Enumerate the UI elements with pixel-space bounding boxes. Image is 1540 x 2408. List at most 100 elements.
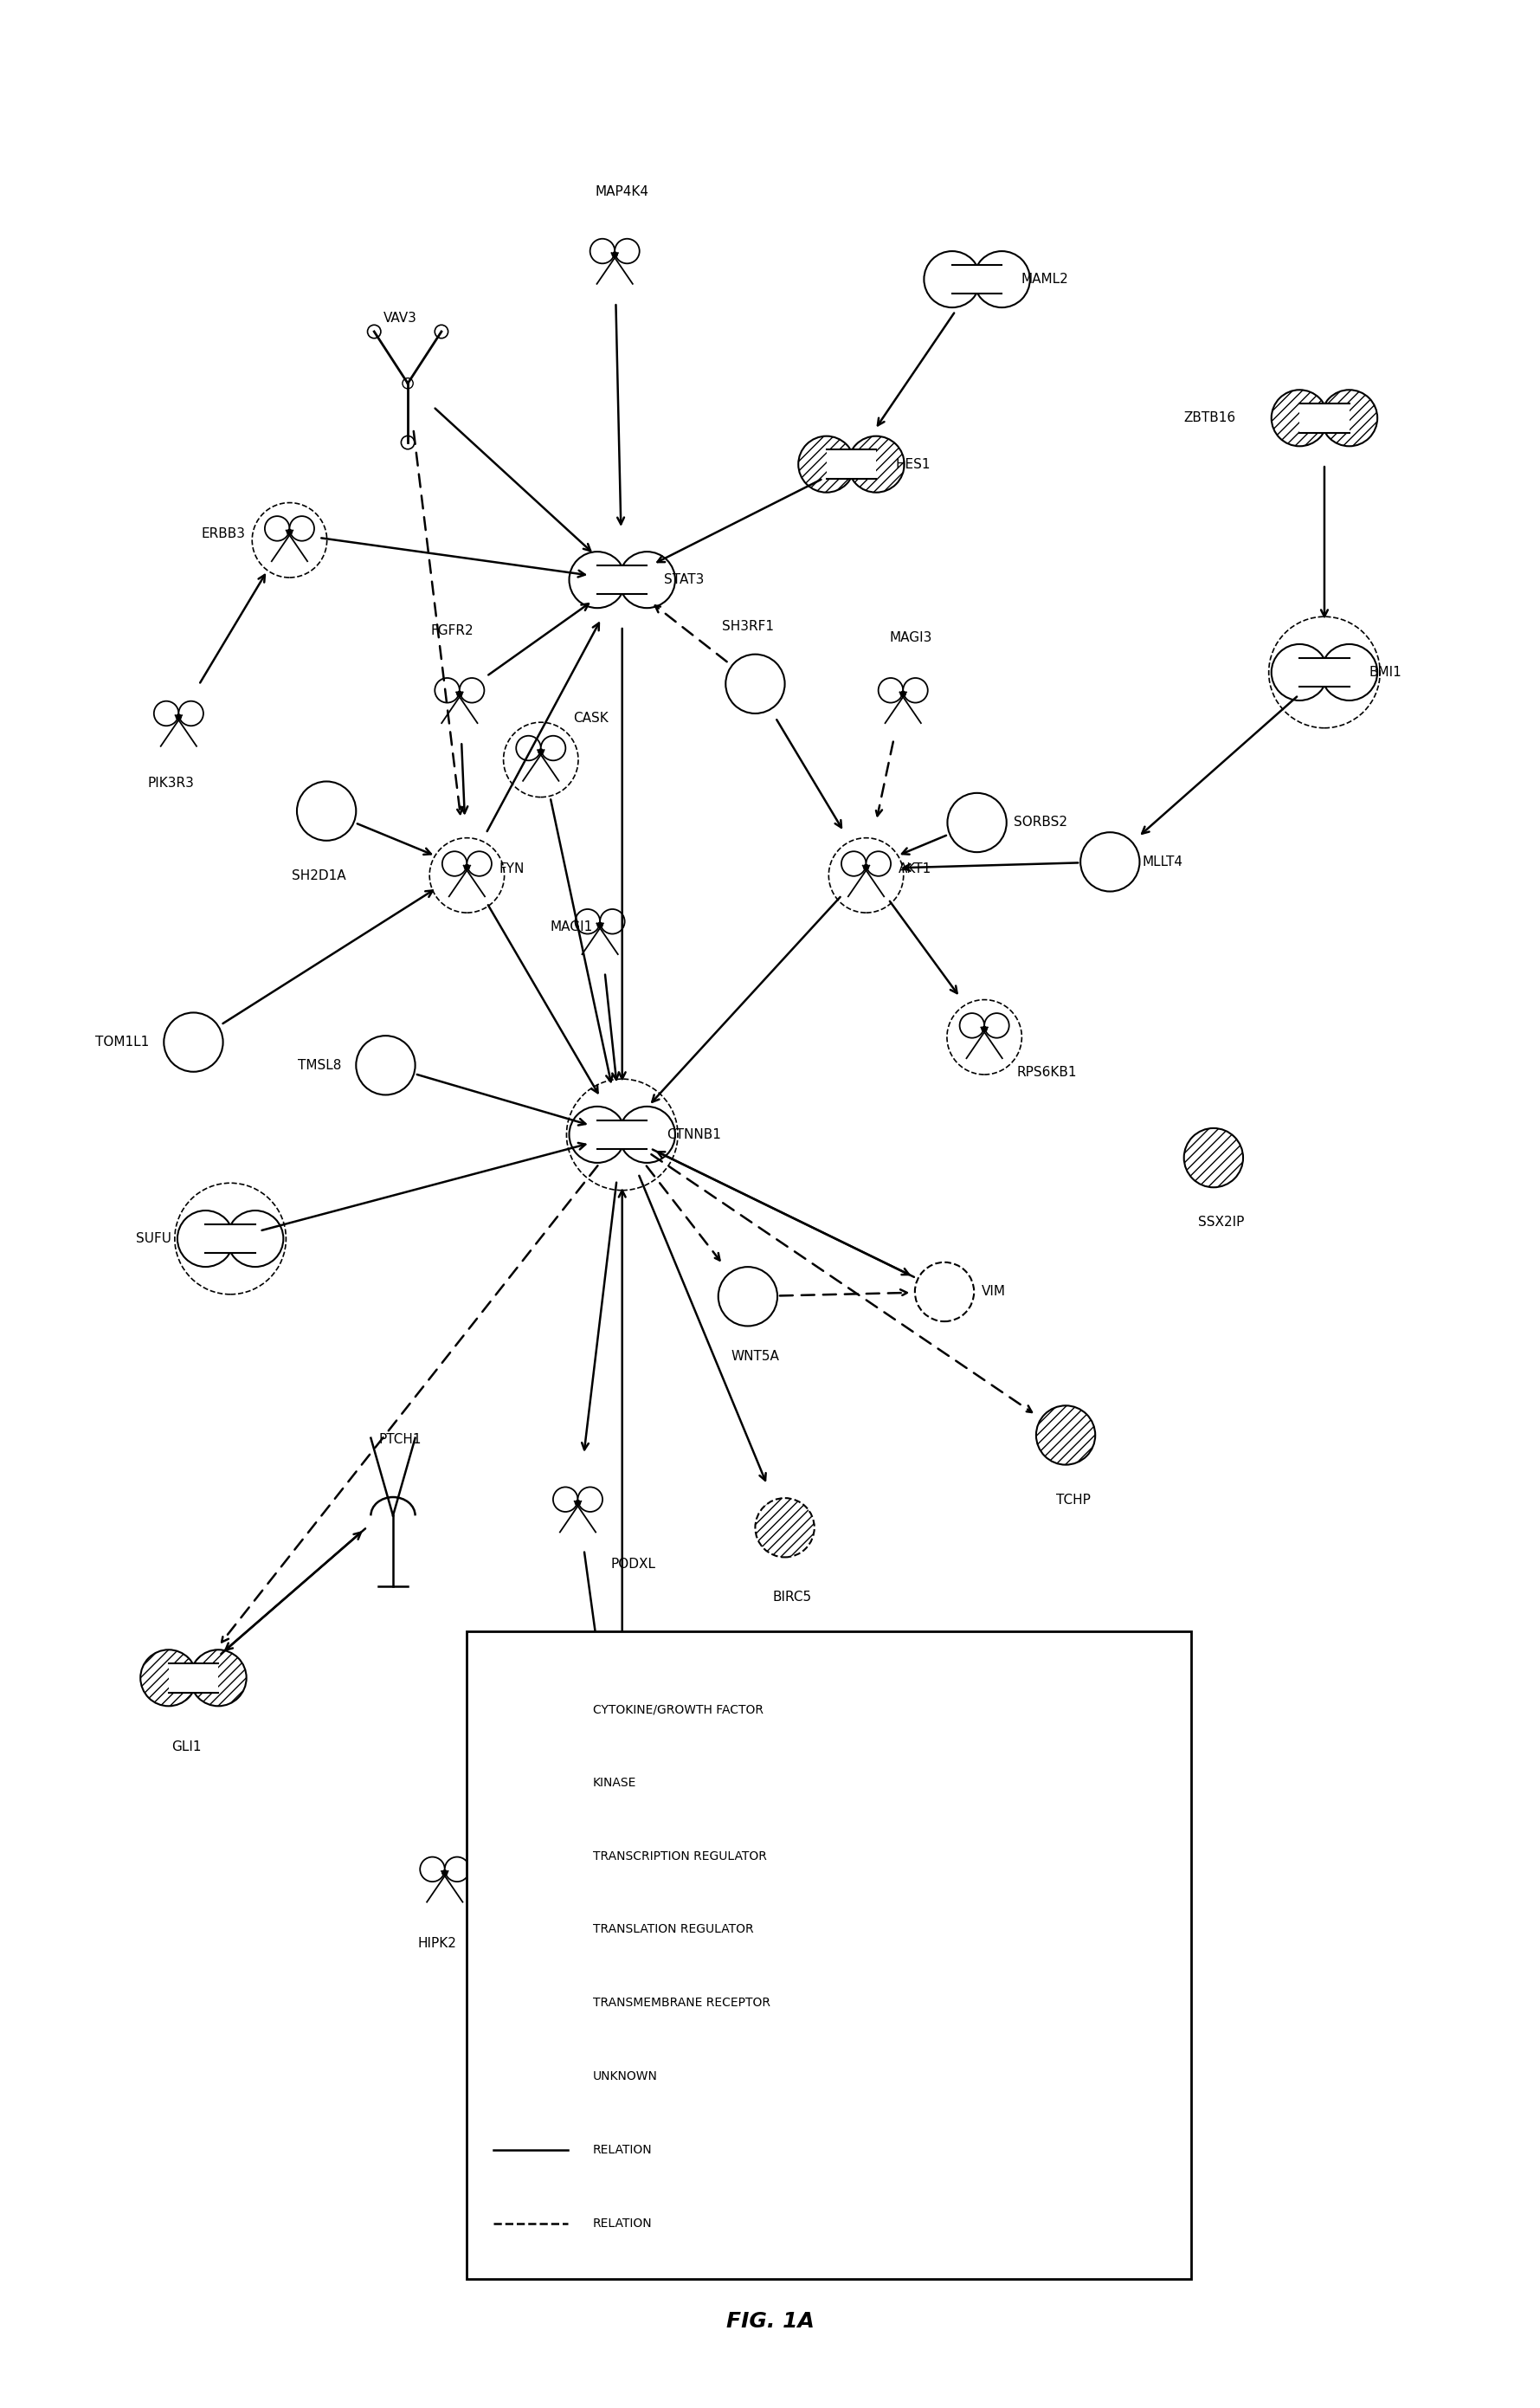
Text: BMI1: BMI1 <box>1369 667 1401 679</box>
Ellipse shape <box>1184 1129 1243 1187</box>
Ellipse shape <box>434 679 459 703</box>
FancyBboxPatch shape <box>511 1845 550 1869</box>
FancyBboxPatch shape <box>598 1813 647 1842</box>
Ellipse shape <box>516 737 541 761</box>
Ellipse shape <box>290 515 314 542</box>
Text: MAML2: MAML2 <box>1021 272 1069 287</box>
Ellipse shape <box>613 253 618 258</box>
Ellipse shape <box>504 1907 528 1931</box>
Text: VIM: VIM <box>981 1286 1006 1298</box>
Ellipse shape <box>983 1026 987 1031</box>
Ellipse shape <box>519 1905 542 1926</box>
Ellipse shape <box>924 250 981 308</box>
Ellipse shape <box>601 910 625 934</box>
Text: EIF4ENIF1: EIF4ENIF1 <box>865 1845 932 1857</box>
Ellipse shape <box>550 1666 559 1676</box>
Text: MAGI3: MAGI3 <box>889 631 932 643</box>
Ellipse shape <box>841 852 865 877</box>
Text: VAV3: VAV3 <box>383 313 417 325</box>
Ellipse shape <box>614 238 639 262</box>
Ellipse shape <box>442 1871 447 1876</box>
Ellipse shape <box>488 1835 533 1878</box>
Ellipse shape <box>832 1820 865 1854</box>
Text: ZBTB16: ZBTB16 <box>1184 412 1235 424</box>
Ellipse shape <box>578 1488 602 1512</box>
Ellipse shape <box>1321 645 1377 701</box>
Text: CTNNB1: CTNNB1 <box>667 1129 721 1141</box>
Ellipse shape <box>533 1907 557 1931</box>
Ellipse shape <box>465 864 470 869</box>
Ellipse shape <box>1081 833 1140 891</box>
FancyBboxPatch shape <box>205 1223 256 1252</box>
Text: MLLT4: MLLT4 <box>1143 855 1183 869</box>
Text: PIK3R3: PIK3R3 <box>148 778 194 790</box>
Text: TRANSMEMBRANE RECEPTOR: TRANSMEMBRANE RECEPTOR <box>593 1996 770 2008</box>
FancyBboxPatch shape <box>598 566 647 595</box>
Ellipse shape <box>510 1767 530 1789</box>
Text: KINASE: KINASE <box>593 1777 636 1789</box>
Ellipse shape <box>434 325 448 337</box>
Text: BIRC5: BIRC5 <box>773 1592 812 1604</box>
Ellipse shape <box>959 1014 984 1038</box>
Ellipse shape <box>792 1820 825 1854</box>
Ellipse shape <box>718 1267 778 1327</box>
Text: TMSL8: TMSL8 <box>297 1060 342 1072</box>
Ellipse shape <box>984 1014 1009 1038</box>
Ellipse shape <box>570 1108 625 1163</box>
Text: SUFU: SUFU <box>136 1233 171 1245</box>
Ellipse shape <box>179 701 203 725</box>
Ellipse shape <box>598 922 602 927</box>
Ellipse shape <box>619 551 675 607</box>
Ellipse shape <box>442 852 467 877</box>
Ellipse shape <box>865 852 890 877</box>
Text: MAP4K4: MAP4K4 <box>596 185 648 197</box>
Text: FYN: FYN <box>499 862 525 874</box>
Ellipse shape <box>1272 645 1327 701</box>
Ellipse shape <box>902 679 927 703</box>
Text: MAGI1: MAGI1 <box>550 920 593 932</box>
Ellipse shape <box>849 436 904 491</box>
Ellipse shape <box>154 701 179 725</box>
Text: PODXL: PODXL <box>610 1558 656 1570</box>
Text: SSX2IP: SSX2IP <box>1198 1216 1244 1228</box>
Text: SORBS2: SORBS2 <box>1013 816 1067 828</box>
Ellipse shape <box>457 691 462 696</box>
Text: HIPK2: HIPK2 <box>417 1938 457 1950</box>
Ellipse shape <box>798 436 855 491</box>
Text: SMAD1: SMAD1 <box>664 1823 711 1835</box>
Ellipse shape <box>402 378 413 388</box>
Ellipse shape <box>553 1488 578 1512</box>
Text: HES1: HES1 <box>896 458 930 470</box>
Ellipse shape <box>297 783 356 840</box>
Text: AKT1: AKT1 <box>899 862 932 874</box>
Ellipse shape <box>576 1500 581 1505</box>
FancyBboxPatch shape <box>598 1120 647 1149</box>
Text: PTCH1: PTCH1 <box>379 1433 422 1447</box>
Ellipse shape <box>467 852 491 877</box>
Text: TRANSLATION REGULATOR: TRANSLATION REGULATOR <box>593 1924 753 1936</box>
FancyBboxPatch shape <box>1300 405 1349 433</box>
Ellipse shape <box>504 1926 557 1946</box>
Ellipse shape <box>864 864 869 869</box>
Ellipse shape <box>915 1262 973 1322</box>
Text: TOM1L1: TOM1L1 <box>95 1035 149 1047</box>
Text: SH2D1A: SH2D1A <box>293 869 346 881</box>
Ellipse shape <box>725 655 785 713</box>
Text: TRANSCRIPTION REGULATOR: TRANSCRIPTION REGULATOR <box>593 1849 767 1861</box>
Text: FGFR2: FGFR2 <box>431 624 474 638</box>
Ellipse shape <box>815 1818 844 1847</box>
Text: SH3RF1: SH3RF1 <box>722 619 773 633</box>
Ellipse shape <box>525 1748 536 1758</box>
Ellipse shape <box>356 1035 416 1096</box>
Ellipse shape <box>619 1108 675 1163</box>
Ellipse shape <box>570 1801 625 1857</box>
Ellipse shape <box>286 530 293 535</box>
Ellipse shape <box>1321 390 1377 445</box>
Ellipse shape <box>527 1705 534 1712</box>
Ellipse shape <box>539 749 544 754</box>
Text: TCHP: TCHP <box>1056 1493 1090 1507</box>
Ellipse shape <box>140 1649 197 1705</box>
Text: ERBB3: ERBB3 <box>202 527 245 539</box>
Ellipse shape <box>163 1014 223 1072</box>
Ellipse shape <box>590 238 614 262</box>
